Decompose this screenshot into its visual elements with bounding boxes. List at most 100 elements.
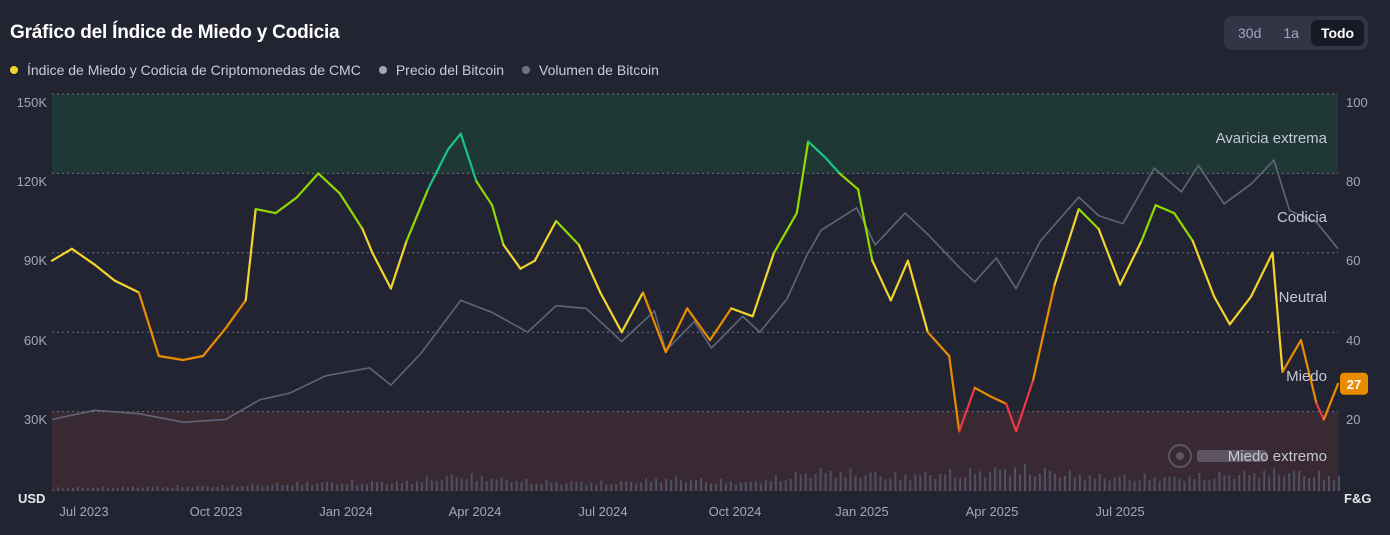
volume-bar (1298, 471, 1301, 491)
volume-bar (555, 481, 558, 491)
fear-greed-segment (244, 208, 257, 302)
legend-item-btc-price[interactable]: Precio del Bitcoin (378, 62, 504, 78)
fear-greed-segment (1281, 339, 1303, 373)
x-axis-tick: Apr 2025 (966, 504, 1019, 519)
range-all-button[interactable]: Todo (1310, 20, 1365, 46)
volume-bar (799, 474, 802, 491)
fear-greed-segment (1191, 239, 1216, 298)
volume-bar (485, 481, 488, 491)
fear-greed-segment (502, 243, 522, 270)
volume-bar (116, 488, 119, 491)
fear-greed-segment (620, 291, 645, 334)
volume-bar (530, 483, 533, 491)
volume-bar (1313, 477, 1316, 491)
volume-bar (1058, 478, 1061, 491)
volume-bar (575, 482, 578, 491)
fear-greed-segment (405, 188, 430, 242)
volume-bar (1078, 474, 1081, 491)
volume-bar (346, 484, 349, 491)
fear-greed-segment (871, 259, 892, 302)
volume-bar (640, 482, 643, 491)
volume-bar (894, 471, 897, 491)
current-value-badge: 27 (1340, 372, 1368, 395)
fear-greed-segment (389, 239, 408, 290)
btc-price-line (51, 158, 1339, 424)
volume-bar (440, 479, 443, 491)
volume-bar (595, 484, 598, 491)
volume-bar (1019, 474, 1021, 491)
range-30d-button[interactable]: 30d (1238, 25, 1262, 41)
fear-greed-segment (475, 180, 494, 207)
volume-bar (216, 487, 219, 491)
volume-bar (251, 483, 254, 491)
volume-bar (261, 485, 264, 491)
volume-bar (859, 478, 862, 491)
volume-bar (176, 485, 179, 491)
volume-bar (590, 482, 593, 491)
volume-bar (1053, 473, 1056, 491)
legend-item-fear-greed[interactable]: Índice de Miedo y Codicia de Criptomoned… (10, 62, 361, 78)
fear-greed-segment (1118, 239, 1143, 286)
volume-bar (450, 474, 453, 491)
volume-bar (620, 481, 623, 491)
fear-greed-segment (641, 291, 667, 354)
fear-greed-segment (807, 140, 827, 159)
volume-bar (979, 471, 982, 491)
zone-label-neutral: Neutral (1279, 289, 1327, 306)
volume-bar (754, 481, 757, 491)
volume-bar (306, 482, 309, 491)
legend-dot-btc-volume (522, 66, 531, 74)
volume-bar (221, 485, 224, 491)
volume-bar (1218, 471, 1221, 491)
legend-label-btc-volume: Volumen de Bitcoin (539, 62, 659, 78)
volume-bar (226, 486, 229, 491)
volume-bar (341, 483, 344, 491)
volume-bar (650, 481, 653, 491)
volume-bar (206, 486, 209, 491)
fear-greed-segment (772, 212, 798, 254)
volume-bar (1173, 476, 1176, 491)
volume-bar (869, 472, 872, 491)
volume-bar (784, 480, 787, 491)
volume-bar (939, 473, 942, 491)
volume-bar (630, 481, 633, 491)
zone-label-extreme-fear: Miedo extremo (1228, 448, 1327, 465)
volume-bar (1098, 473, 1101, 491)
volume-bar (834, 477, 837, 491)
volume-bar (695, 480, 697, 491)
volume-bar (1103, 478, 1106, 491)
left-axis-tick: 90K (24, 253, 47, 268)
x-axis-tick: Jul 2024 (578, 504, 627, 519)
range-1y-button[interactable]: 1a (1283, 25, 1299, 41)
volume-bar (909, 479, 912, 491)
volume-bar (1148, 480, 1151, 491)
fear-greed-segment (426, 148, 449, 191)
zone-label-extreme-greed: Avaricia extrema (1216, 130, 1328, 147)
coinmarketcap-logo-watermark (1168, 444, 1267, 468)
volume-bar (789, 479, 792, 491)
fear-greed-segment (254, 208, 277, 215)
volume-bar (994, 467, 997, 491)
volume-bar (460, 478, 463, 491)
fear-greed-segment (1005, 402, 1018, 433)
volume-bar (1333, 480, 1335, 491)
volume-bar (605, 484, 608, 491)
volume-bar (400, 483, 403, 491)
volume-bar (560, 484, 563, 491)
volume-bar (465, 479, 468, 491)
volume-bar (101, 486, 104, 491)
volume-bar (91, 487, 94, 491)
volume-bar (1183, 481, 1186, 491)
volume-bar (1009, 475, 1011, 491)
zone-label-fear: Miedo (1286, 368, 1327, 385)
volume-bar (1228, 475, 1231, 491)
volume-bar (540, 484, 543, 491)
volume-bar (964, 477, 967, 491)
volume-bar (899, 479, 902, 491)
fear-greed-segment (1299, 339, 1318, 405)
volume-bar (889, 478, 892, 491)
volume-bar (316, 483, 319, 491)
legend-item-btc-volume[interactable]: Volumen de Bitcoin (522, 62, 659, 78)
fear-greed-segment (751, 251, 776, 318)
